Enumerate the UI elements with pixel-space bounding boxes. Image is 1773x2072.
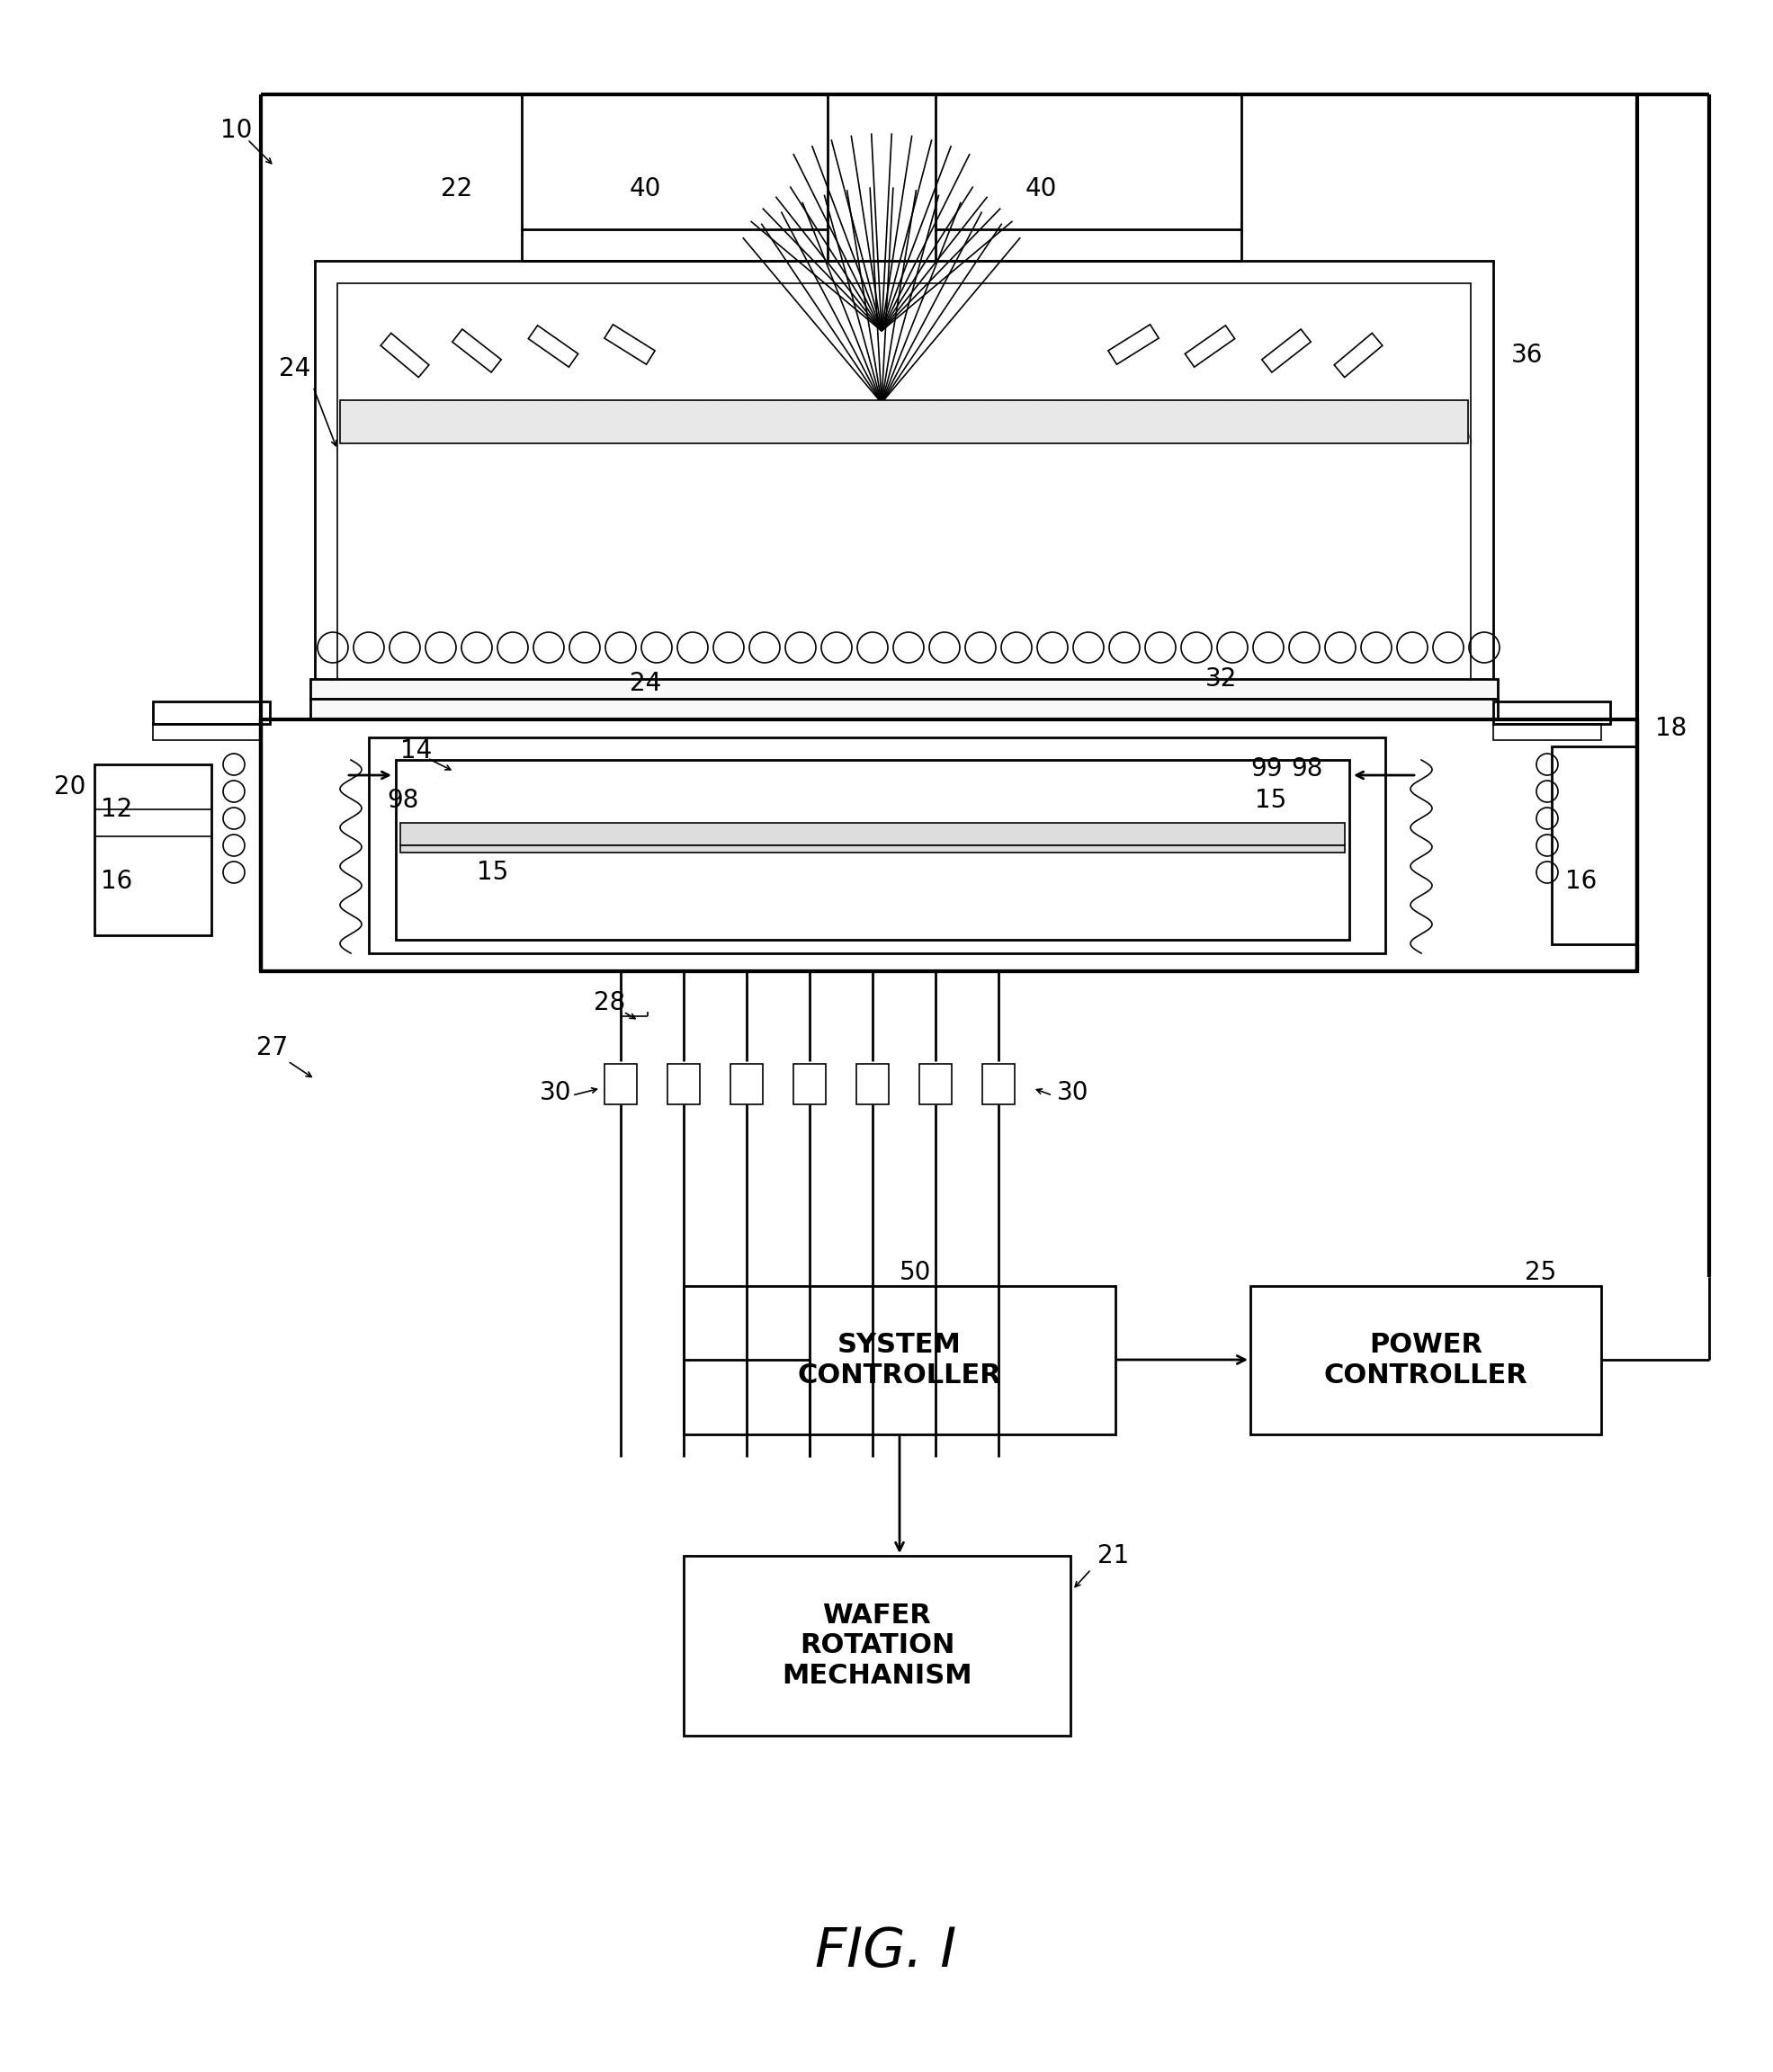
Text: 16: 16 xyxy=(1566,868,1597,893)
Bar xyxy=(310,698,1498,719)
Bar xyxy=(340,400,1468,443)
Bar xyxy=(395,760,1349,941)
Bar xyxy=(401,845,1344,852)
Text: 15: 15 xyxy=(477,860,509,885)
Text: WAFER
ROTATION
MECHANISM: WAFER ROTATION MECHANISM xyxy=(782,1602,972,1689)
Text: 30: 30 xyxy=(1057,1080,1089,1104)
Bar xyxy=(793,1063,826,1104)
Text: 16: 16 xyxy=(101,868,133,893)
Bar xyxy=(369,738,1385,953)
Bar xyxy=(982,1063,1014,1104)
Text: 25: 25 xyxy=(1525,1260,1557,1285)
Bar xyxy=(684,1287,1115,1434)
Text: 36: 36 xyxy=(1511,342,1543,369)
Text: 24: 24 xyxy=(278,356,310,381)
Bar xyxy=(316,261,1493,719)
Text: 40: 40 xyxy=(1025,176,1057,201)
Bar xyxy=(94,765,211,934)
Bar xyxy=(667,1063,700,1104)
Text: 28: 28 xyxy=(594,990,626,1015)
Text: 22: 22 xyxy=(441,176,472,201)
Text: 24: 24 xyxy=(629,671,661,696)
Bar xyxy=(1493,702,1610,723)
Bar xyxy=(401,823,1344,845)
Text: SYSTEM
CONTROLLER: SYSTEM CONTROLLER xyxy=(798,1332,1002,1388)
Text: 98: 98 xyxy=(1291,756,1323,781)
Text: 32: 32 xyxy=(1206,667,1238,692)
Text: 27: 27 xyxy=(257,1036,287,1061)
Bar xyxy=(1250,1287,1601,1434)
Text: POWER
CONTROLLER: POWER CONTROLLER xyxy=(1324,1332,1528,1388)
Bar xyxy=(856,1063,888,1104)
Text: 12: 12 xyxy=(101,798,133,823)
Bar xyxy=(337,284,1472,696)
Bar xyxy=(1551,746,1636,945)
Bar xyxy=(310,680,1498,698)
Text: FIG. I: FIG. I xyxy=(816,1925,957,1979)
Text: 15: 15 xyxy=(1255,787,1287,812)
Text: 20: 20 xyxy=(53,775,85,800)
Bar xyxy=(521,95,828,230)
Bar xyxy=(936,95,1241,230)
Text: 98: 98 xyxy=(387,787,418,812)
Text: 21: 21 xyxy=(1097,1544,1129,1569)
Text: 10: 10 xyxy=(220,118,252,143)
Bar xyxy=(684,1556,1071,1736)
Text: 14: 14 xyxy=(401,738,433,762)
Text: 40: 40 xyxy=(629,176,661,201)
Bar xyxy=(152,723,261,740)
Text: 30: 30 xyxy=(539,1080,571,1104)
Text: 18: 18 xyxy=(1656,715,1686,742)
Bar xyxy=(261,719,1636,972)
Text: 50: 50 xyxy=(899,1260,931,1285)
Bar xyxy=(1493,723,1601,740)
Bar xyxy=(920,1063,952,1104)
Bar xyxy=(152,702,269,723)
Bar xyxy=(730,1063,762,1104)
Bar xyxy=(605,1063,637,1104)
Text: 99: 99 xyxy=(1250,756,1282,781)
